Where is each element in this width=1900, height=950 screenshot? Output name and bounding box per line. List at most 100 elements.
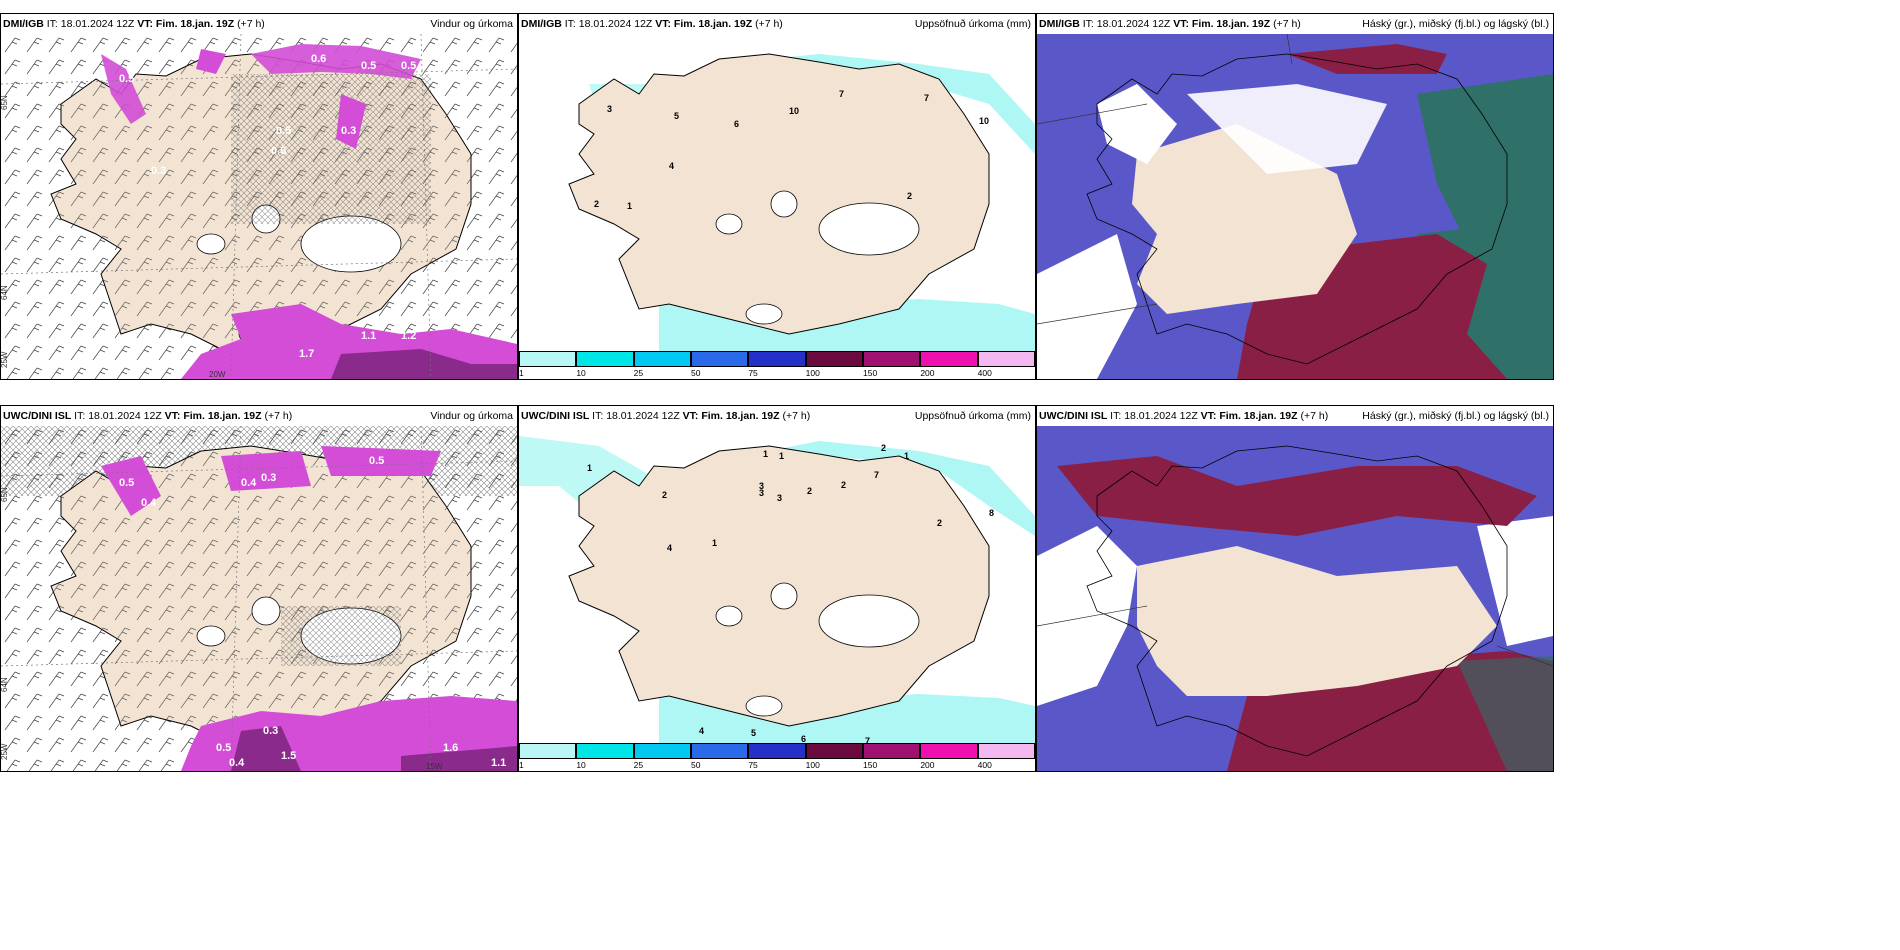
precip-value: 0.6 [311, 53, 326, 65]
precip-value: 1.6 [443, 742, 458, 754]
legend-swatch [748, 351, 805, 367]
precip-value: 0.3 [151, 165, 166, 177]
lead-time: (+7 h) [264, 410, 292, 422]
lat-label: 65N [1, 487, 9, 502]
precip-value: 1.1 [361, 330, 376, 342]
legend-swatch [978, 743, 1035, 759]
precip-value: 0.5 [119, 73, 134, 85]
legend-swatch [576, 351, 633, 367]
model-source: DMI/IGB [3, 18, 44, 30]
precip-value: 7 [839, 89, 844, 99]
precip-value: 3 [777, 493, 782, 503]
accum-precip-map: 1 2 1 1 3 3 2 2 7 2 1 2 8 4 1 3 4 5 6 7 [519, 426, 1035, 744]
precip-value: 0.4 [141, 497, 157, 509]
precip-value: 10 [789, 106, 799, 116]
precip-value: 2 [807, 486, 812, 496]
precip-value: 6 [734, 119, 739, 129]
vt-label: VT: Fim. 18.jan. 19Z [137, 18, 234, 30]
lon-label: 25W [1, 743, 9, 760]
legend-label: 400 [978, 760, 992, 770]
product-name: Vindur og úrkoma [430, 406, 513, 426]
precip-value: 2 [937, 518, 942, 528]
precip-color-legend: 1 10 25 50 75 100 150 200 400 [519, 351, 1035, 379]
wind-precip-map: 65N 64N 25W 15W 0.5 0.4 0.3 0.4 0.5 0.3 … [1, 426, 517, 771]
lon-label: 20W [209, 370, 226, 379]
it-label: IT: [565, 18, 576, 30]
lead-time: (+7 h) [237, 18, 265, 30]
legend-swatch [576, 743, 633, 759]
it-label: IT: [592, 410, 603, 422]
legend-swatch [920, 743, 977, 759]
precip-value: 0.6 [271, 145, 286, 157]
map-panel-dmi-clouds: DMI/IGB IT: 18.01.2024 12Z VT: Fim. 18.j… [1036, 13, 1554, 380]
it-label: IT: [47, 18, 58, 30]
vt-label: VT: Fim. 18.jan. 19Z [683, 410, 780, 422]
precip-value: 1 [779, 451, 784, 461]
product-name: Vindur og úrkoma [430, 14, 513, 34]
vatnajokull-glacier [819, 203, 919, 255]
precip-value: 3 [759, 481, 764, 491]
vatnajokull-glacier [819, 595, 919, 647]
cloud-cover-map [1037, 34, 1553, 379]
map-panel-dmi-accum-precip: DMI/IGB IT: 18.01.2024 12Z VT: Fim. 18.j… [518, 13, 1036, 380]
precip-value: 0.5 [276, 125, 291, 137]
legend-swatch [806, 351, 863, 367]
legend-swatch [519, 351, 576, 367]
it-label: IT: [74, 410, 85, 422]
legend-swatch [519, 743, 576, 759]
legend-swatch [691, 351, 748, 367]
legend-label: 200 [920, 368, 934, 378]
precip-value: 0.4 [241, 477, 257, 489]
precip-value: 4 [699, 726, 704, 736]
wind-precip-map: 65N 64N 25W 20W 0.5 0.6 0.5 0.3 0.5 0.3 … [1, 34, 517, 379]
panel-header: UWC/DINI ISL IT: 18.01.2024 12Z VT: Fim.… [519, 406, 1035, 426]
legend-label: 1 [519, 760, 524, 770]
lon-label: 15W [426, 762, 443, 771]
model-source: UWC/DINI ISL [3, 410, 71, 422]
panel-header: DMI/IGB IT: 18.01.2024 12Z VT: Fim. 18.j… [1, 14, 517, 34]
legend-label: 10 [576, 368, 585, 378]
precip-value: 1 [712, 538, 717, 548]
legend-swatch [978, 351, 1035, 367]
legend-label: 100 [806, 368, 820, 378]
precip-value: 7 [924, 93, 929, 103]
legend-swatch [634, 743, 691, 759]
precip-value: 0.5 [216, 742, 231, 754]
model-source: DMI/IGB [521, 18, 562, 30]
precip-value: 7 [874, 470, 879, 480]
lat-label: 64N [1, 285, 9, 300]
panel-header: DMI/IGB IT: 18.01.2024 12Z VT: Fim. 18.j… [519, 14, 1035, 34]
legend-swatch [691, 743, 748, 759]
precip-value: 1 [587, 463, 592, 473]
map-panel-uwc-wind-precip: UWC/DINI ISL IT: 18.01.2024 12Z VT: Fim.… [0, 405, 518, 772]
lead-time: (+7 h) [1300, 410, 1328, 422]
lead-time: (+7 h) [755, 18, 783, 30]
it-value: 18.01.2024 12Z [61, 18, 135, 30]
legend-swatch [863, 743, 920, 759]
precip-value: 2 [841, 480, 846, 490]
product-name: Háský (gr.), miðský (fj.bl.) og lágský (… [1362, 14, 1549, 34]
accum-precip-map: 3 5 6 10 7 7 10 4 2 1 2 [519, 34, 1035, 352]
map-panel-uwc-accum-precip: UWC/DINI ISL IT: 18.01.2024 12Z VT: Fim.… [518, 405, 1036, 772]
lon-label: 25W [1, 351, 9, 368]
panel-header: UWC/DINI ISL IT: 18.01.2024 12Z VT: Fim.… [1037, 406, 1553, 426]
legend-label: 100 [806, 760, 820, 770]
legend-label: 150 [863, 760, 877, 770]
precip-value: 1.5 [281, 750, 296, 762]
lat-label: 65N [1, 95, 9, 110]
legend-swatch [806, 743, 863, 759]
precip-value: 1 [904, 451, 909, 461]
it-value: 18.01.2024 12Z [606, 410, 680, 422]
legend-swatch [634, 351, 691, 367]
precip-value: 2 [881, 443, 886, 453]
precip-value: 0.5 [369, 455, 384, 467]
it-value: 18.01.2024 12Z [1097, 18, 1171, 30]
lead-time: (+7 h) [782, 410, 810, 422]
legend-label: 75 [748, 368, 757, 378]
precip-value: 1 [763, 449, 768, 459]
cloud-cover-map [1037, 426, 1553, 771]
precip-value: 8 [989, 508, 994, 518]
vt-label: VT: Fim. 18.jan. 19Z [1173, 18, 1270, 30]
legend-label: 400 [978, 368, 992, 378]
legend-label: 200 [920, 760, 934, 770]
